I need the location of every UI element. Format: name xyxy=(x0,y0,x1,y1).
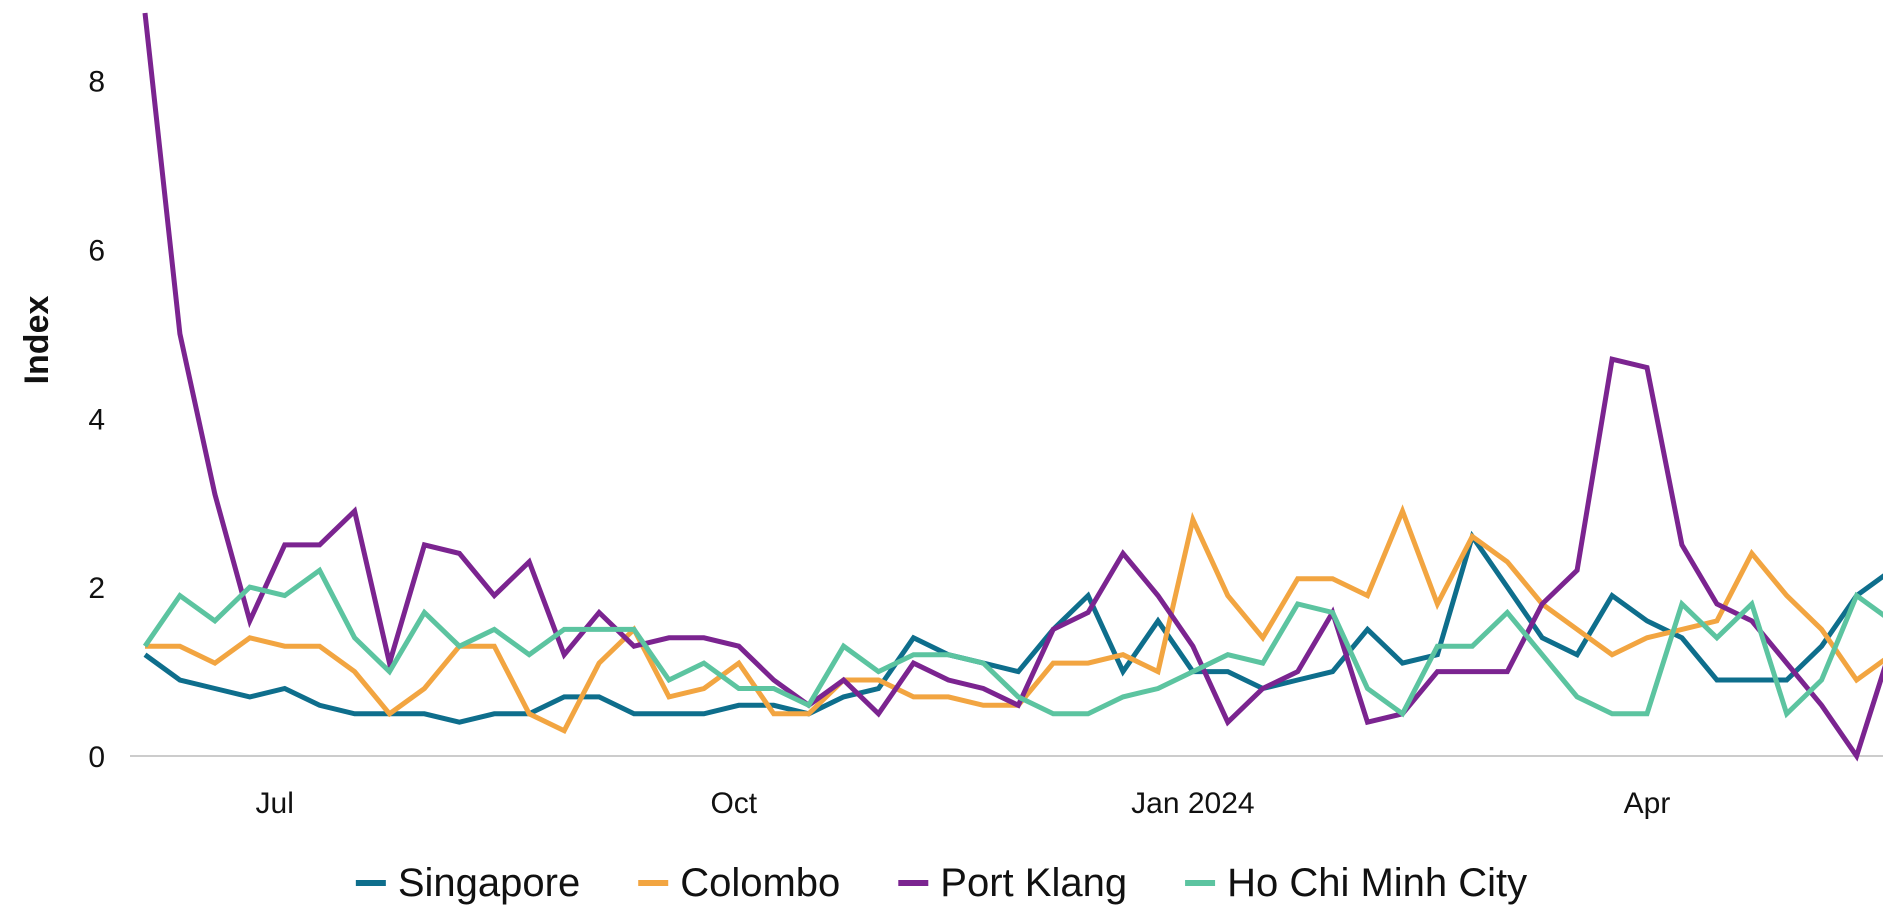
y-tick-label: 8 xyxy=(88,66,105,99)
legend-label: Singapore xyxy=(398,861,580,905)
x-tick-label: Jul xyxy=(256,787,294,820)
legend-label: Colombo xyxy=(680,861,840,905)
x-tick-label: Oct xyxy=(710,787,757,820)
series-line-ho-chi-minh-city xyxy=(142,566,1883,719)
x-tick-label: Jan 2024 xyxy=(1131,787,1254,820)
series-line-colombo xyxy=(145,504,1883,735)
y-tick-label: 4 xyxy=(88,403,105,436)
y-axis-title-group: Index xyxy=(18,296,56,385)
y-tick-label: 2 xyxy=(88,572,105,605)
series-line-singapore xyxy=(143,530,1883,725)
y-axis-title: Index xyxy=(18,296,56,385)
y-tick-label: 6 xyxy=(88,234,105,267)
y-tick-label: 0 xyxy=(88,741,105,774)
series-line-port-klang xyxy=(142,12,1883,762)
legend-label: Ho Chi Minh City xyxy=(1227,861,1527,905)
y-axis-ticks: 0 2 4 6 8 xyxy=(88,66,105,774)
x-tick-label: Apr xyxy=(1624,787,1671,820)
legend-label: Port Klang xyxy=(940,861,1127,905)
legend: Singapore Colombo Port Klang Ho Chi Minh Ci… xyxy=(355,861,1527,905)
series-lines xyxy=(142,12,1883,762)
